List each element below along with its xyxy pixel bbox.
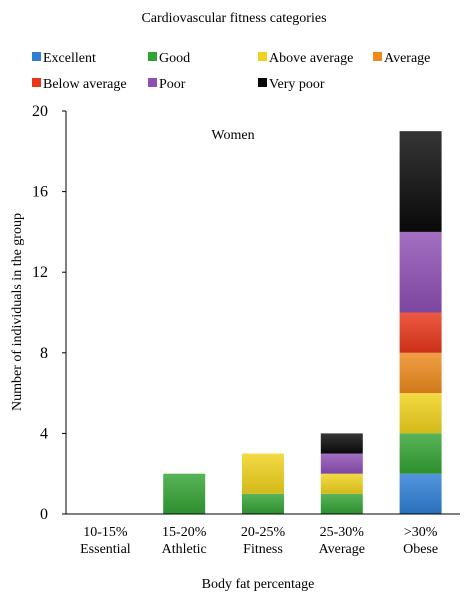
- bar-segment-good: [399, 433, 442, 474]
- bar-segment-poor: [320, 453, 363, 474]
- x-tick-label: 25-30%: [320, 525, 365, 540]
- y-tick-label: 8: [40, 345, 48, 362]
- x-tick-label: Essential: [80, 542, 131, 557]
- legend-swatch-average: [373, 52, 382, 61]
- y-tick-label: 12: [32, 264, 48, 281]
- bar-segment-very-poor: [320, 433, 363, 454]
- legend-label-excellent: Excellent: [43, 51, 96, 66]
- legend-label-poor: Poor: [159, 77, 186, 92]
- x-axis-label: Body fat percentage: [202, 577, 315, 592]
- bar-segment-poor: [399, 231, 442, 313]
- bar-segment-good: [163, 473, 206, 514]
- legend-label-good: Good: [159, 51, 190, 66]
- y-tick-label: 16: [32, 184, 48, 201]
- legend-swatch-below-average: [32, 78, 41, 87]
- bar-segment-above-average: [242, 453, 284, 494]
- bar-segment-good: [242, 493, 284, 514]
- bar-segment-excellent: [399, 473, 442, 514]
- legend-swatch-excellent: [32, 52, 41, 61]
- bar-segment-above-average: [399, 393, 442, 434]
- legend-swatch-above-average: [258, 52, 267, 61]
- legend-swatch-poor: [148, 78, 157, 87]
- legend: Excellent Good Above average Average Below a…: [32, 51, 430, 92]
- legend-title: Cardiovascular fitness categories: [141, 11, 326, 26]
- x-axis: 10-15% Essential 15-20% Athletic 20-25% Fitne…: [80, 525, 438, 557]
- legend-swatch-very-poor: [258, 78, 267, 87]
- y-tick-label: 0: [40, 506, 48, 523]
- x-tick-label: 10-15%: [83, 525, 128, 540]
- legend-label-average: Average: [384, 51, 430, 66]
- bar-segment-average: [399, 352, 442, 394]
- y-tick-label: 4: [40, 425, 48, 442]
- x-tick-label: 15-20%: [162, 525, 207, 540]
- bar-segment-below-average: [399, 312, 442, 353]
- x-tick-label: Athletic: [162, 542, 207, 557]
- bar-segment-good: [320, 493, 363, 514]
- bar-segment-above-average: [320, 473, 363, 494]
- x-tick-label: Fitness: [243, 542, 283, 557]
- legend-label-very-poor: Very poor: [269, 77, 325, 92]
- y-tick-label: 20: [32, 103, 48, 120]
- y-axis: 0 4 8 12 16 20: [32, 103, 66, 523]
- x-tick-label: >30%: [404, 525, 438, 540]
- plot-area: [163, 131, 442, 514]
- chart-annotation: Women: [211, 128, 254, 143]
- x-tick-label: 20-25%: [241, 525, 286, 540]
- y-axis-label: Number of individuals in the group: [10, 213, 25, 411]
- legend-label-below-average: Below average: [43, 77, 127, 92]
- x-tick-label: Average: [319, 542, 365, 557]
- x-tick-label: Obese: [403, 542, 438, 557]
- legend-label-above-average: Above average: [269, 51, 353, 66]
- legend-swatch-good: [148, 52, 157, 61]
- bar-segment-very-poor: [399, 131, 442, 232]
